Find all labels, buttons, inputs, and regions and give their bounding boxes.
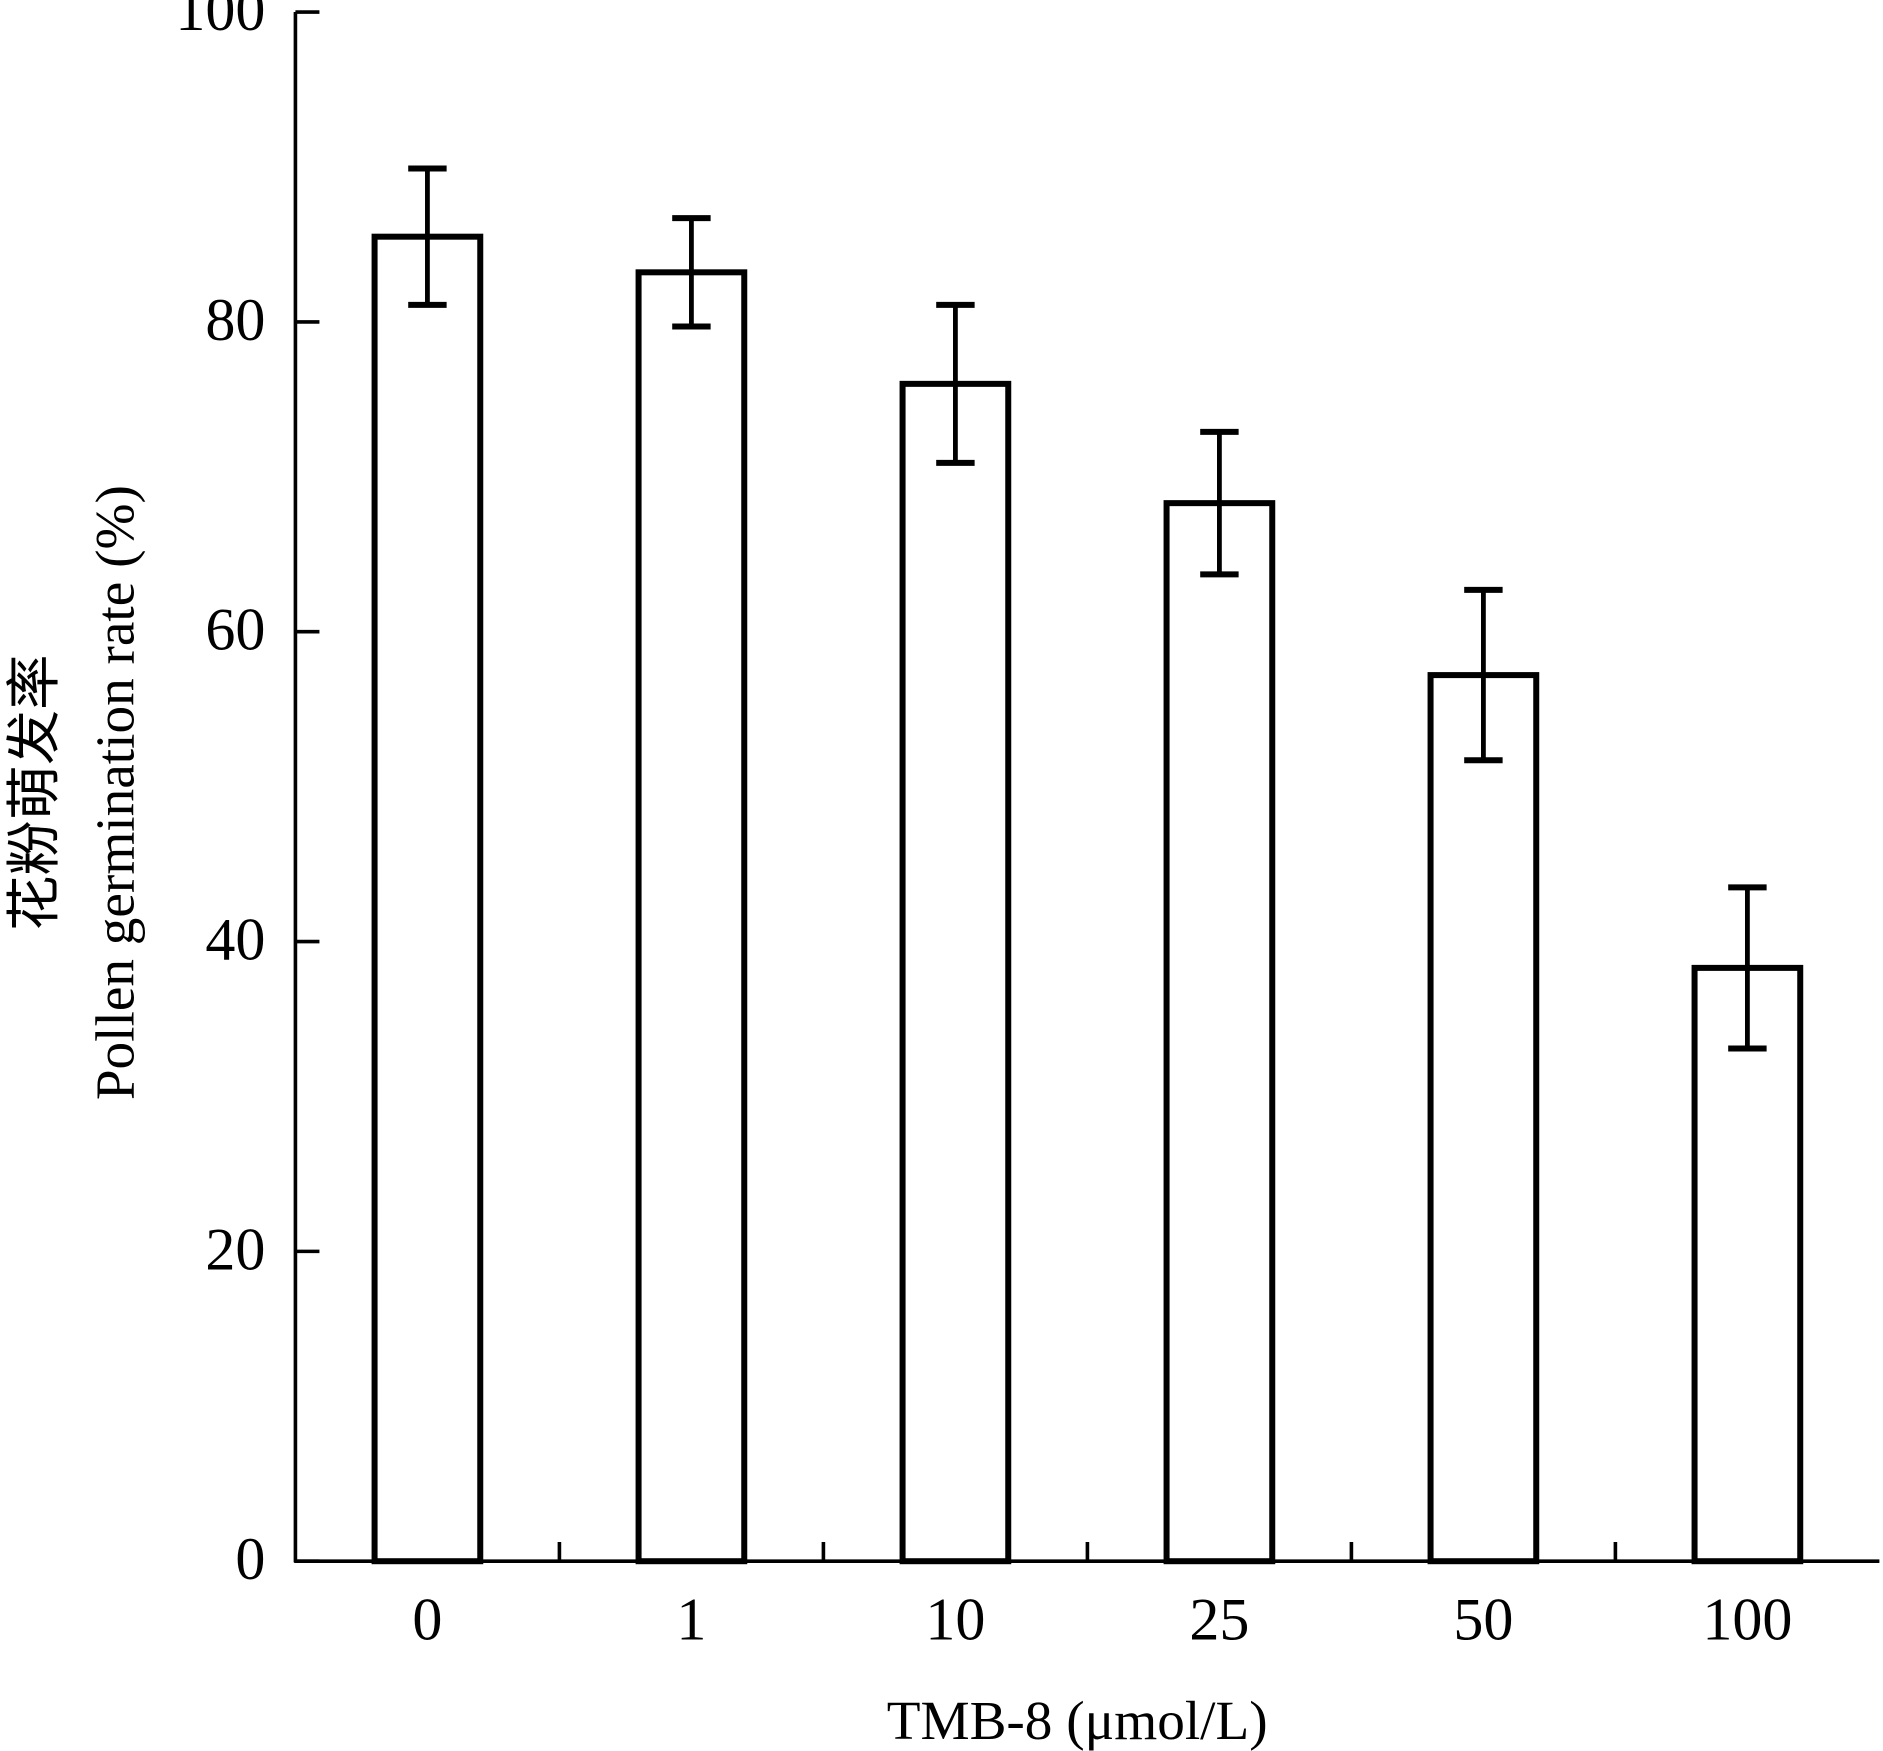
y-tick-label: 0 xyxy=(235,1525,265,1592)
y-tick-label: 100 xyxy=(175,0,265,43)
x-tick-label: 50 xyxy=(1453,1585,1513,1652)
bar xyxy=(1163,500,1276,1565)
tick-labels: 0 20 40 60 80 100 0 1 10 25 50 100 xyxy=(175,0,1792,1652)
y-axis-label-cn: 花粉萌发率 xyxy=(4,655,65,931)
x-tick-label: 100 xyxy=(1702,1585,1792,1652)
x-axis-label: TMB-8 (μmol/L) xyxy=(887,1690,1268,1751)
y-axis-label: Pollen germination rate (%) xyxy=(84,485,145,1100)
y-tick-label: 80 xyxy=(205,286,265,353)
bar xyxy=(371,233,484,1565)
bar xyxy=(1427,672,1540,1565)
y-tick-label: 60 xyxy=(205,596,265,663)
y-tick-label: 20 xyxy=(205,1215,265,1282)
bar xyxy=(635,269,748,1565)
x-tick-label: 0 xyxy=(412,1585,442,1652)
bar xyxy=(899,380,1012,1565)
x-tick-label: 1 xyxy=(676,1585,706,1652)
bars xyxy=(371,165,1804,1565)
bar xyxy=(1691,964,1804,1565)
x-tick-label: 10 xyxy=(925,1585,985,1652)
y-tick-label: 40 xyxy=(205,906,265,973)
axes xyxy=(293,10,1880,1564)
x-tick-label: 25 xyxy=(1189,1585,1249,1652)
